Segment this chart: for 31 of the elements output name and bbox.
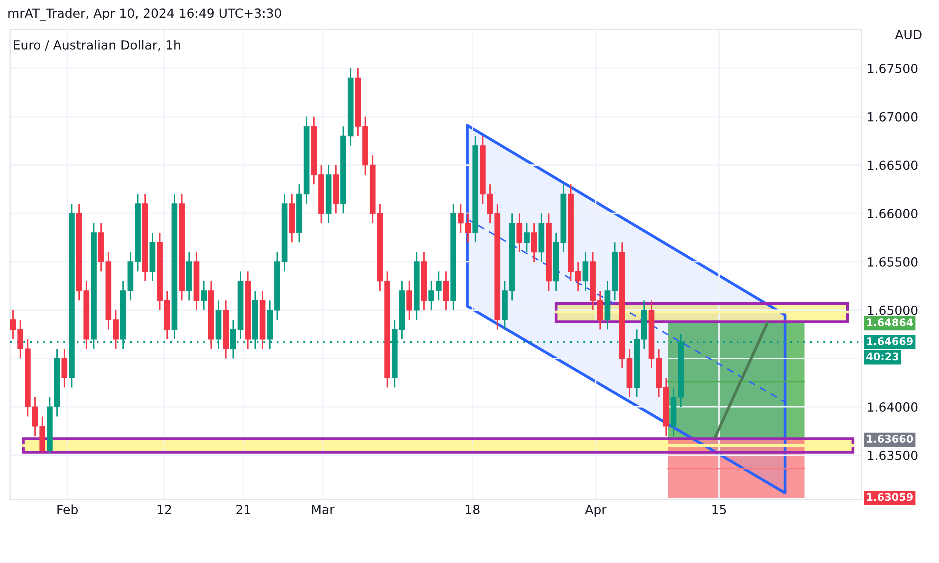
text: mrAT_Trader, Apr 10, 2024 16:49 UTC+3:30 (8, 8, 282, 21)
candlestick (531, 222, 538, 263)
x-tick-label: Apr (585, 505, 607, 517)
candlestick (582, 252, 589, 292)
x-tick-label: 18 (466, 505, 480, 514)
x-tick-label: 15 (712, 505, 726, 514)
y-tick-label: 1.67500 (868, 64, 918, 74)
text: 1.64864 (867, 318, 914, 327)
candlestick (443, 270, 450, 312)
x-tick-label: Mar (312, 505, 335, 514)
candlestick (62, 348, 68, 388)
x-tick-label: 21 (236, 505, 251, 514)
y-tick-label: 1.67000 (868, 112, 918, 122)
y-tick-label: 1.64000 (868, 402, 918, 412)
y-tick-label: 1.66500 (868, 160, 918, 170)
text: 1.63660 (867, 435, 914, 443)
x-tick-label: Feb (58, 504, 78, 514)
y-tick-label: 1.66000 (868, 209, 918, 219)
text: Euro / Australian Dollar, 1h (14, 40, 180, 52)
ref-line-label: 1.64669 (867, 338, 913, 346)
y-tick-label: 1.63500 (868, 450, 918, 460)
x-tick-label: 12 (158, 505, 172, 514)
y-axis-title: AUD (895, 30, 922, 40)
y-tick-label: 1.65500 (868, 257, 918, 267)
candlestick (516, 212, 523, 254)
candlestick (201, 280, 207, 312)
text: 1.63059 (867, 493, 913, 502)
y-tick-label: 1.65000 (868, 306, 918, 316)
text: 40:23 (866, 352, 898, 361)
candlestick (406, 280, 412, 321)
candlestick (524, 222, 530, 254)
